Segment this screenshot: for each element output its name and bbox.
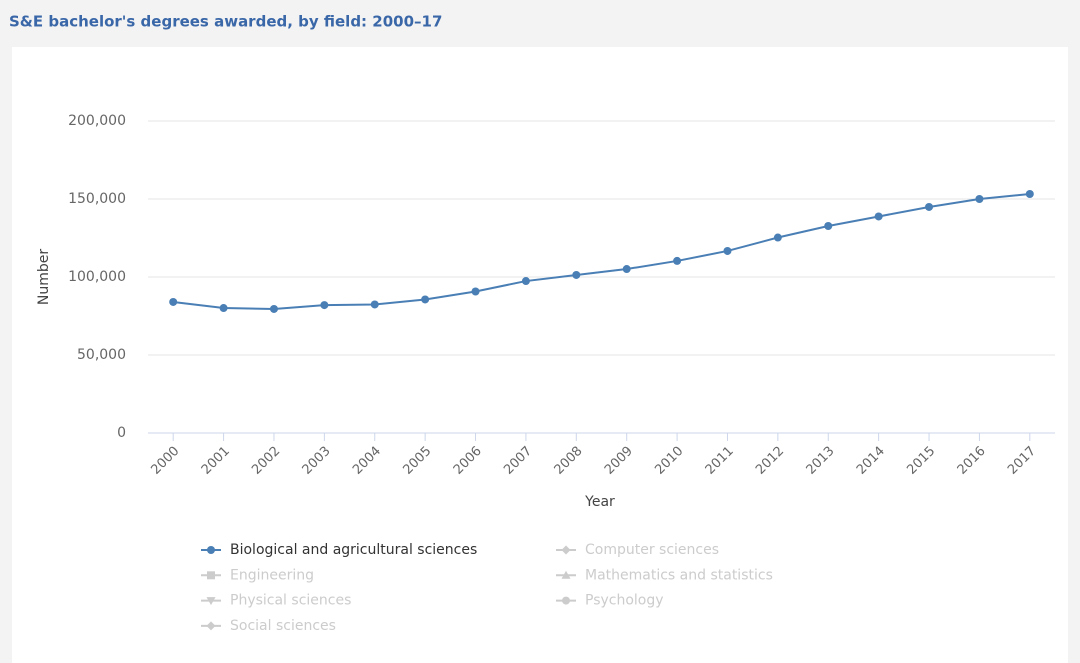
legend-symbol [561, 570, 571, 579]
point [673, 256, 682, 265]
point [521, 277, 530, 286]
legend-symbol [562, 596, 570, 605]
legend-label[interactable]: Social sciences [230, 618, 336, 634]
point [471, 287, 480, 296]
point [421, 295, 430, 304]
point [874, 212, 883, 221]
point [773, 233, 782, 242]
y-tick-label: 200,000 [68, 113, 126, 129]
legend-label[interactable]: Psychology [585, 593, 664, 609]
legend-symbol [206, 621, 216, 631]
legend-symbol [206, 597, 216, 606]
y-tick-label: 50,000 [77, 347, 126, 363]
legend-symbol [207, 571, 215, 580]
legend-symbol [561, 545, 571, 555]
point [1025, 190, 1034, 199]
point [824, 221, 833, 230]
point [622, 265, 631, 274]
legend-label[interactable]: Computer sciences [585, 542, 719, 558]
point [320, 301, 329, 310]
point [219, 304, 228, 313]
point [975, 195, 984, 203]
point [169, 297, 178, 306]
point [370, 300, 379, 309]
y-tick-label: 0 [117, 425, 126, 441]
legend-label[interactable]: Mathematics and statistics [585, 567, 773, 583]
point [925, 202, 934, 211]
y-tick-label: 100,000 [68, 269, 126, 285]
point [723, 246, 732, 255]
legend-label[interactable]: Engineering [230, 567, 314, 583]
y-tick-label: 150,000 [68, 191, 126, 207]
legend-label[interactable]: Physical sciences [230, 593, 351, 609]
legend-label[interactable]: Biological and agricultural sciences [230, 542, 477, 558]
x-axis-label: Year [584, 494, 615, 510]
legend-symbol [207, 546, 215, 554]
chart-title: S&E bachelor's degrees awarded, by field… [9, 13, 442, 31]
point [572, 270, 581, 279]
point [269, 304, 278, 313]
y-axis-label: Number [36, 249, 52, 305]
series-line [173, 193, 1030, 310]
